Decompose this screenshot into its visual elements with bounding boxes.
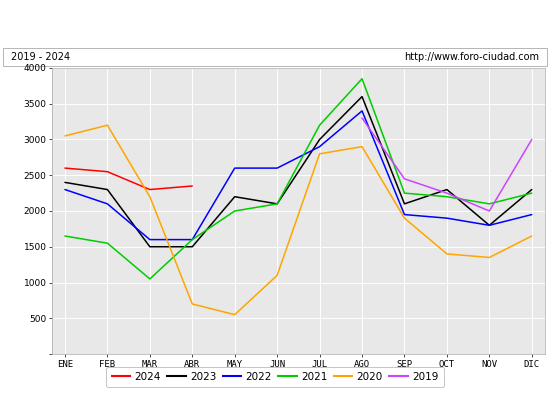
Text: http://www.foro-ciudad.com: http://www.foro-ciudad.com bbox=[404, 52, 539, 62]
Legend: 2024, 2023, 2022, 2021, 2020, 2019: 2024, 2023, 2022, 2021, 2020, 2019 bbox=[106, 367, 444, 387]
Text: 2019 - 2024: 2019 - 2024 bbox=[11, 52, 70, 62]
FancyBboxPatch shape bbox=[3, 48, 547, 66]
Text: Evolucion Nº Turistas Nacionales en el municipio de Guardo: Evolucion Nº Turistas Nacionales en el m… bbox=[76, 16, 474, 30]
